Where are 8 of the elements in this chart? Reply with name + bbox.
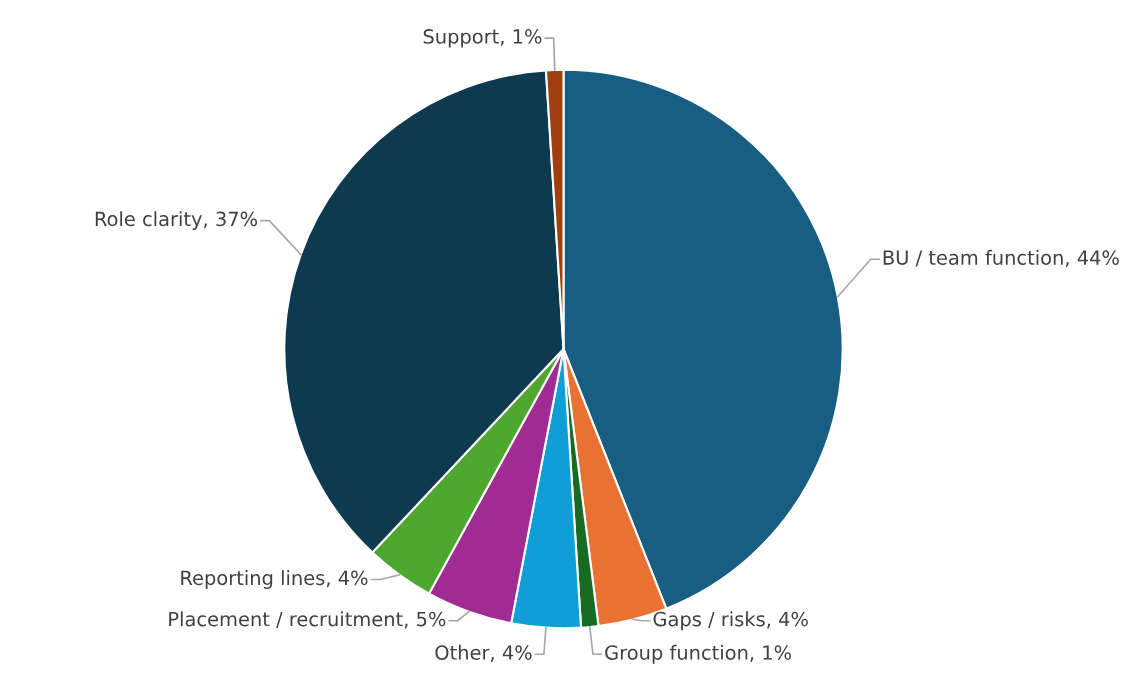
slice-label: Support, 1% (423, 29, 542, 48)
slice-label: Reporting lines, 4% (181, 570, 368, 589)
slice-label: Other, 4% (435, 644, 532, 662)
slice-label: Gaps / risks, 4% (653, 611, 808, 631)
slice-label: Placement / recruitment, 5% (169, 611, 446, 629)
slice-label: Group function, 1% (605, 644, 792, 664)
slice-label: Role clarity, 37% (95, 211, 258, 231)
slice-label: BU / team function, 44% (883, 249, 1119, 267)
